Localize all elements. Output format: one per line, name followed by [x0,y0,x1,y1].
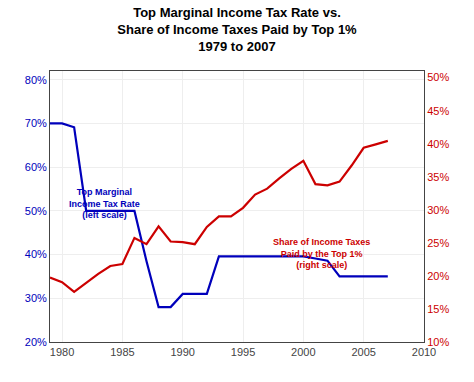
svg-text:2000: 2000 [291,346,315,358]
svg-text:1995: 1995 [231,346,255,358]
svg-text:Share of Income TaxesPaid by t: Share of Income TaxesPaid by the Top 1%(… [273,237,370,270]
svg-text:40%: 40% [427,138,449,150]
svg-text:Top Marginal Income Tax Rate v: Top Marginal Income Tax Rate vs.Share of… [117,5,357,54]
svg-text:20%: 20% [25,336,47,348]
svg-text:80%: 80% [25,74,47,86]
svg-text:30%: 30% [25,292,47,304]
svg-text:1990: 1990 [170,346,194,358]
svg-text:10%: 10% [427,336,449,348]
svg-text:25%: 25% [427,237,449,249]
svg-text:60%: 60% [25,161,47,173]
svg-text:50%: 50% [25,205,47,217]
svg-text:35%: 35% [427,171,449,183]
svg-text:45%: 45% [427,105,449,117]
svg-text:70%: 70% [25,117,47,129]
svg-text:30%: 30% [427,204,449,216]
svg-text:Top MarginalIncome Tax Rate(le: Top MarginalIncome Tax Rate(left scale) [69,187,140,220]
svg-text:20%: 20% [427,270,449,282]
svg-text:2005: 2005 [351,346,375,358]
svg-text:50%: 50% [427,71,449,83]
svg-text:2010: 2010 [412,346,436,358]
svg-text:40%: 40% [25,248,47,260]
svg-text:1980: 1980 [50,346,74,358]
svg-text:15%: 15% [427,303,449,315]
svg-text:1985: 1985 [110,346,134,358]
